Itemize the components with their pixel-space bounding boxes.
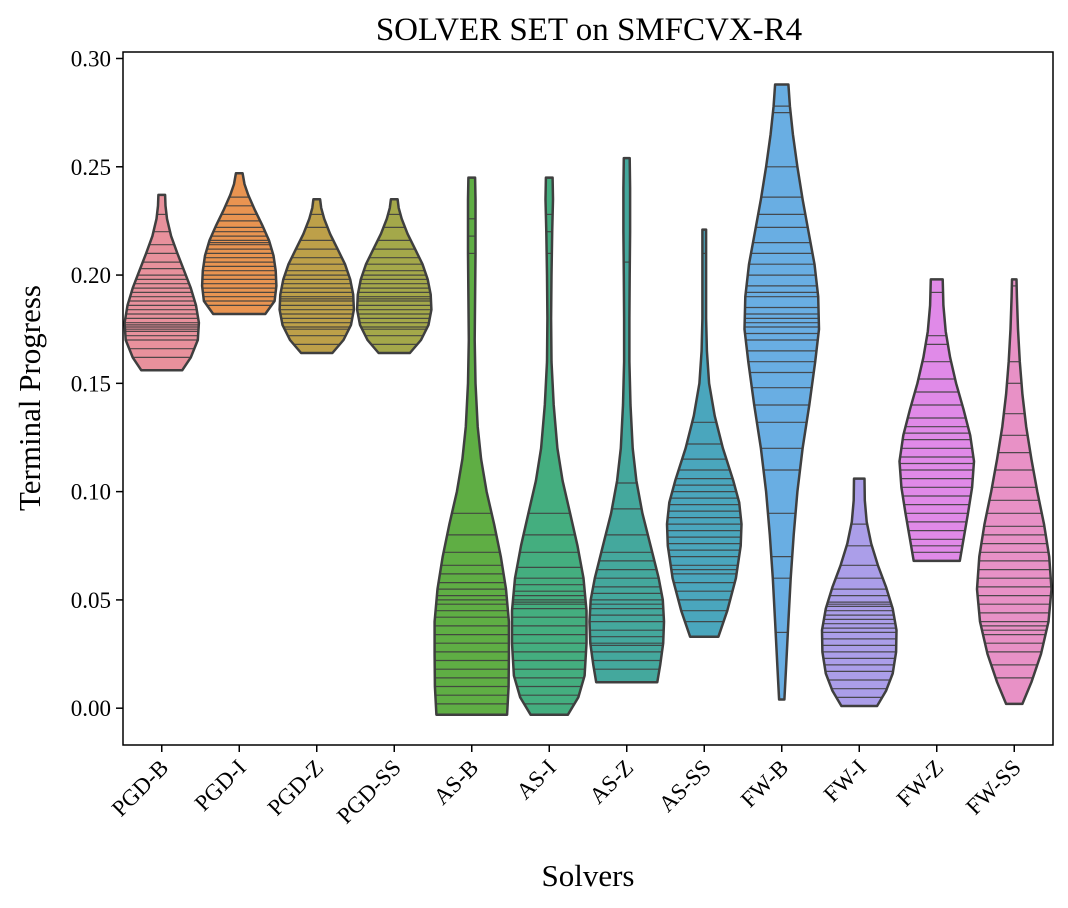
violin-pgd-ss bbox=[355, 198, 433, 355]
plot-frame bbox=[122, 51, 1054, 746]
violin-body bbox=[510, 176, 588, 716]
x-tick-label: AS-I bbox=[511, 755, 560, 804]
violin-body bbox=[975, 278, 1053, 706]
violin-as-z bbox=[588, 156, 666, 684]
y-tick-label: 0.20 bbox=[71, 263, 111, 288]
x-tick-label: AS-B bbox=[429, 755, 484, 810]
violin-pgd-i bbox=[200, 172, 278, 316]
violin-as-i bbox=[510, 176, 588, 716]
x-tick-label: AS-Z bbox=[584, 755, 638, 809]
x-tick-label: FW-B bbox=[736, 755, 793, 812]
violin-pgd-b bbox=[123, 193, 201, 372]
violin-as-ss bbox=[665, 228, 743, 638]
violin-pgd-z bbox=[278, 198, 356, 355]
x-axis: PGD-B PGD-I PGD-Z PGD-SS AS-B AS-I AS-Z AS-SS FW… bbox=[107, 745, 1026, 829]
violin-fw-z bbox=[898, 278, 976, 563]
violin-body bbox=[355, 198, 433, 355]
y-tick-label: 0.25 bbox=[71, 155, 111, 180]
y-axis-label: Terminal Progress bbox=[12, 285, 47, 511]
violin-body bbox=[743, 83, 821, 701]
y-tick-label: 0.05 bbox=[71, 588, 111, 613]
violins bbox=[123, 83, 1053, 716]
plot-area bbox=[122, 51, 1054, 746]
y-tick-label: 0.15 bbox=[71, 371, 111, 396]
x-tick-label: PGD-SS bbox=[332, 755, 406, 829]
x-tick-label: FW-Z bbox=[892, 755, 949, 812]
chart-title: SOLVER SET on SMFCVX-R4 bbox=[376, 12, 802, 48]
x-tick-label: FW-SS bbox=[961, 755, 1026, 820]
x-tick-label: FW-I bbox=[819, 755, 871, 807]
violin-as-b bbox=[433, 176, 511, 716]
x-tick-label: AS-SS bbox=[654, 755, 716, 817]
x-tick-label: PGD-I bbox=[190, 755, 251, 816]
y-tick-label: 0.30 bbox=[71, 46, 111, 71]
violin-body bbox=[665, 228, 743, 638]
violin-fw-b bbox=[743, 83, 821, 701]
violin-fw-ss bbox=[975, 278, 1053, 706]
violin-body bbox=[123, 193, 201, 372]
x-tick-label: PGD-Z bbox=[263, 755, 329, 821]
violin-body bbox=[588, 156, 666, 684]
y-axis: 0.00 0.05 0.10 0.15 0.20 0.25 0.30 bbox=[71, 46, 123, 721]
violin-body bbox=[433, 176, 511, 716]
y-tick-label: 0.10 bbox=[71, 480, 111, 505]
x-axis-label: Solvers bbox=[542, 858, 635, 893]
x-tick-label: PGD-B bbox=[107, 755, 173, 821]
violin-fw-i bbox=[820, 477, 898, 708]
violin-body bbox=[898, 278, 976, 563]
violin-body bbox=[278, 198, 356, 355]
y-tick-label: 0.00 bbox=[71, 696, 111, 721]
